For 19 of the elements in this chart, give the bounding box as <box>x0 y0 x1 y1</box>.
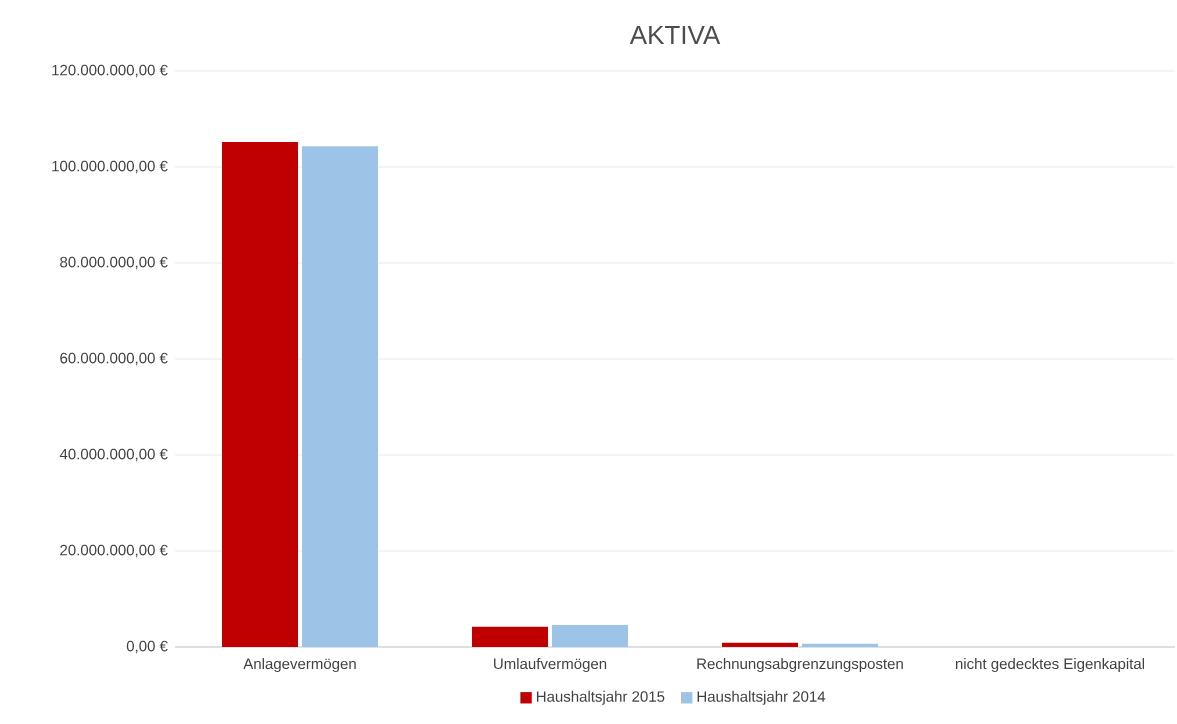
legend-label: Haushaltsjahr 2014 <box>697 690 826 705</box>
bar <box>302 146 378 647</box>
y-tick-label: 20.000.000,00 € <box>60 544 168 558</box>
x-tick-label: Anlagevermögen <box>243 658 356 673</box>
bar <box>222 142 298 647</box>
x-tick-label: Umlaufvermögen <box>494 658 607 673</box>
x-tick-label: nicht gedecktes Eigenkapital <box>955 658 1145 673</box>
y-tick-label: 80.000.000,00 € <box>60 256 168 270</box>
y-tick-label: 60.000.000,00 € <box>60 352 168 366</box>
bar <box>472 626 548 647</box>
y-tick-label: 120.000.000,00 € <box>52 64 168 78</box>
y-tick-label: 40.000.000,00 € <box>59 448 168 462</box>
y-tick-label: 0,00 € <box>126 640 168 654</box>
bar <box>722 642 798 647</box>
x-tick-label: Rechnungsabgrenzungsposten <box>697 658 903 673</box>
legend-label: Haushaltsjahr 2015 <box>536 690 665 705</box>
chart-title: AKTIVA <box>629 26 721 44</box>
y-tick-label: 100.000.000,00 € <box>52 160 168 174</box>
bar <box>552 624 628 647</box>
